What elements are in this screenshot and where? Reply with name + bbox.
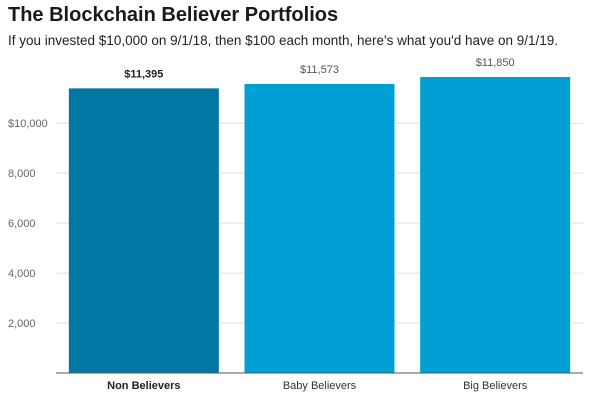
y-tick-label: $10,000 bbox=[8, 118, 48, 130]
x-axis-categories: Non Believers Baby Believers Big Believers bbox=[107, 380, 528, 392]
category-label: Baby Believers bbox=[283, 380, 357, 392]
bar bbox=[68, 88, 219, 373]
y-tick-label: 4,000 bbox=[8, 268, 36, 280]
value-label: $11,395 bbox=[124, 68, 163, 80]
chart-title: The Blockchain Believer Portfolios bbox=[8, 4, 339, 26]
y-tick-label: 2,000 bbox=[8, 318, 36, 330]
value-labels: $11,395 $11,573 $11,850 bbox=[124, 57, 514, 80]
bar bbox=[244, 83, 395, 373]
value-label: $11,573 bbox=[300, 64, 339, 76]
value-label: $11,850 bbox=[476, 57, 515, 69]
category-label: Big Believers bbox=[463, 380, 528, 392]
category-label: Non Believers bbox=[107, 380, 180, 392]
bar bbox=[420, 77, 571, 373]
y-axis-ticks: 2,000 4,000 6,000 8,000 $10,000 bbox=[8, 118, 48, 330]
y-tick-label: 8,000 bbox=[8, 168, 36, 180]
bars bbox=[68, 77, 571, 373]
y-tick-label: 6,000 bbox=[8, 218, 36, 230]
chart-subtitle: If you invested $10,000 on 9/1/18, then … bbox=[8, 33, 559, 48]
